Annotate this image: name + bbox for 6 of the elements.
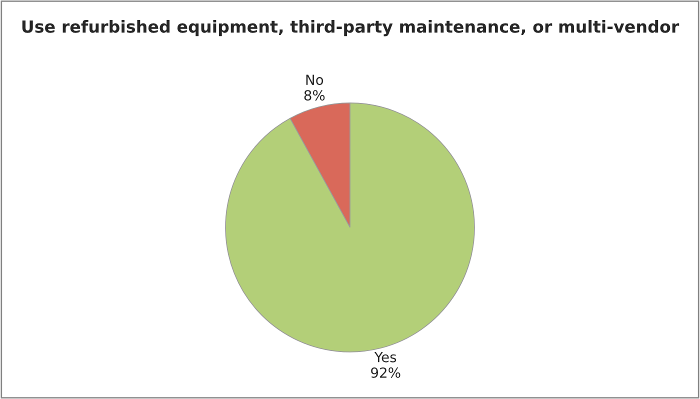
- pie-slice: [225, 102, 475, 352]
- data-label: 8%: [304, 90, 325, 101]
- chart-title: Use refurbished equipment, third-party maintenance, or multi-vendor: [22, 20, 680, 36]
- slice-label: No: [306, 74, 324, 86]
- data-label: 92%: [371, 367, 400, 378]
- slice-label: Yes: [374, 352, 396, 362]
